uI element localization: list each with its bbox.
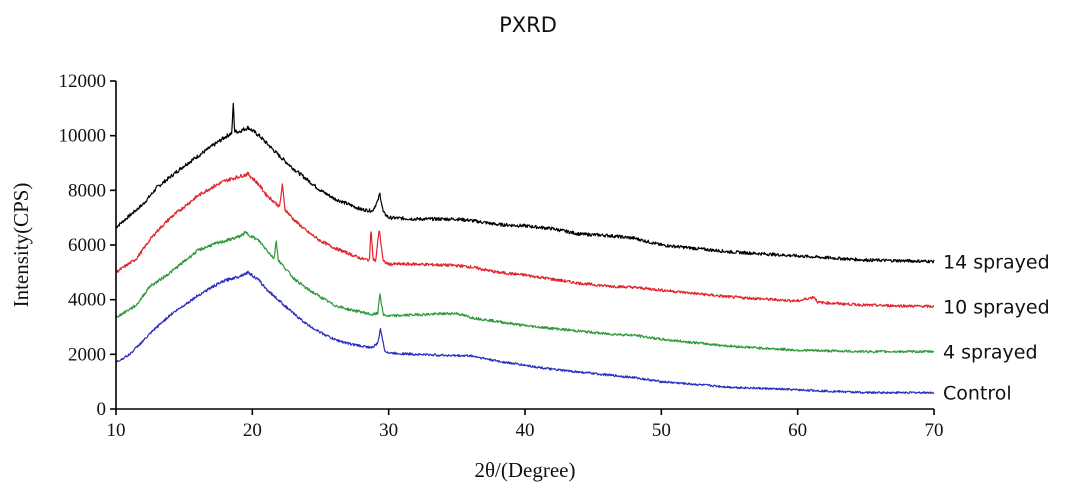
x-tick-label: 40 (516, 420, 535, 441)
series-label: 4 sprayed (943, 342, 1038, 364)
axes-layer (115, 81, 934, 410)
y-axis-label: Intensity(CPS) (9, 183, 33, 308)
series-line-1 (115, 171, 935, 309)
series-label: 14 sprayed (943, 251, 1050, 273)
x-tick-label: 60 (788, 420, 807, 441)
x-tick-label: 30 (379, 420, 398, 441)
y-tick-label: 12000 (59, 71, 107, 92)
series-label: Control (943, 383, 1012, 405)
plot-area: 10 20 30 40 50 60 70 0 2000 4000 6000 8000 10000 1200… (59, 71, 1050, 441)
x-tick-label: 10 (107, 420, 126, 441)
series-line-3 (115, 270, 935, 395)
series-label: 10 sprayed (943, 297, 1050, 319)
series-line-2 (115, 230, 935, 354)
y-tick-label: 2000 (68, 344, 106, 365)
x-tick-label: 50 (652, 420, 671, 441)
y-tick-label: 4000 (68, 290, 106, 311)
series-line-0 (115, 102, 935, 264)
y-tick-label: 0 (97, 399, 107, 420)
x-tick-label: 70 (925, 420, 944, 441)
series-labels: 14 sprayed 10 sprayed 4 sprayed Control (943, 251, 1050, 404)
chart-title: PXRD (499, 13, 557, 37)
y-tick-label: 10000 (59, 126, 107, 147)
ticks-layer: 10 20 30 40 50 60 70 0 2000 4000 6000 8000 10000 1200… (59, 71, 944, 441)
y-tick-label: 8000 (68, 180, 106, 201)
series-layer (115, 102, 935, 395)
x-tick-label: 20 (243, 420, 262, 441)
y-tick-label: 6000 (68, 235, 106, 256)
x-axis-label: 2θ/(Degree) (474, 458, 575, 482)
